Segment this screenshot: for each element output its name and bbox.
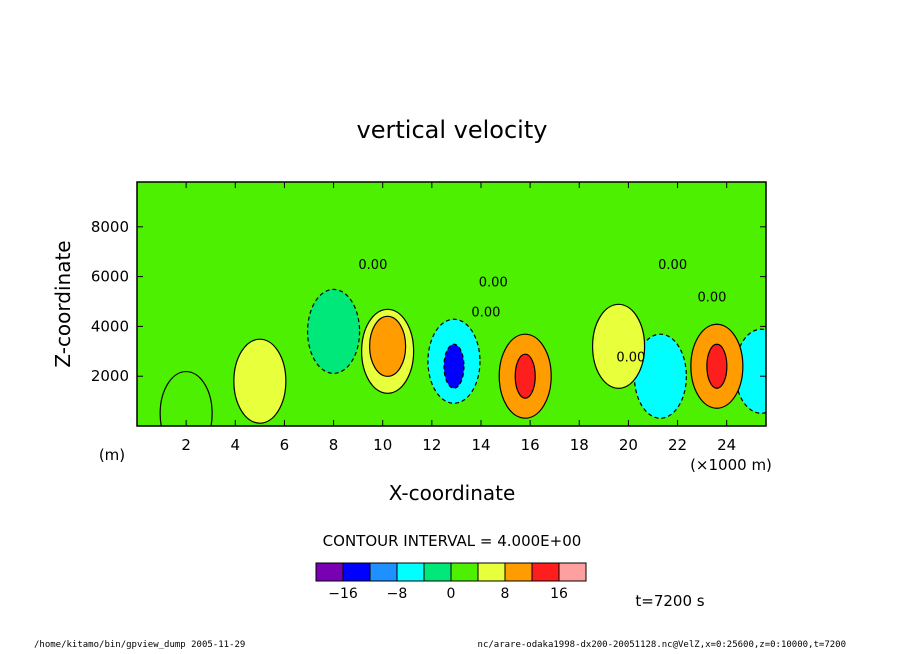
x-tick-label: 4 xyxy=(231,436,241,454)
y-tick-label: 2000 xyxy=(91,367,129,385)
x-tick-label: 22 xyxy=(668,436,687,454)
y-tick-label: 8000 xyxy=(91,218,129,236)
x-tick-label: 20 xyxy=(619,436,638,454)
colorbar-tick-label: −8 xyxy=(387,586,408,602)
contour-cell xyxy=(591,303,646,389)
contour-cells: 0.00 0.00 0.00 0.00 0.00 0.00 xyxy=(137,182,766,426)
colorbar-swatch xyxy=(504,562,533,582)
x-multiplier-label: (×1000 m) xyxy=(690,456,772,474)
colorbar-swatch xyxy=(342,562,371,582)
colorbar-swatch xyxy=(315,562,344,582)
contour-label: 0.00 xyxy=(479,276,508,291)
colorbar-labels: −16 −8 0 8 16 xyxy=(328,586,568,602)
contour-cell xyxy=(159,370,213,426)
y-axis-label: Z-coordinate xyxy=(51,240,75,367)
contour-label: 0.00 xyxy=(616,350,645,365)
contour-plot-area: 0.00 0.00 0.00 0.00 0.00 0.00 xyxy=(137,182,766,426)
colorbar-swatch xyxy=(450,562,479,582)
x-tick-label: 14 xyxy=(471,436,490,454)
colorbar-swatch xyxy=(477,562,506,582)
contour-label: 0.00 xyxy=(697,291,726,306)
colorbar-swatch xyxy=(396,562,425,582)
x-tick-label: 16 xyxy=(521,436,540,454)
chart-title: vertical velocity xyxy=(357,116,548,144)
contour-cell xyxy=(443,343,465,389)
contour-interval-text: CONTOUR INTERVAL = 4.000E+00 xyxy=(323,532,582,550)
colorbar-tick-label: −16 xyxy=(328,586,358,602)
y-tick-label: 4000 xyxy=(91,317,129,335)
x-axis-label: X-coordinate xyxy=(389,481,516,505)
colorbar-tick-label: 16 xyxy=(550,586,568,602)
contour-label: 0.00 xyxy=(658,258,687,273)
x-axis-ticks: 2 4 6 8 10 12 14 16 18 20 22 24 xyxy=(181,182,736,454)
colorbar-tick-label: 8 xyxy=(501,586,510,602)
colorbar xyxy=(315,562,587,582)
colorbar-swatch xyxy=(558,562,587,582)
contour-cell xyxy=(514,353,536,399)
colorbar-swatch xyxy=(369,562,398,582)
x-tick-label: 8 xyxy=(329,436,339,454)
time-label: t=7200 s xyxy=(635,592,704,610)
x-tick-label: 24 xyxy=(717,436,736,454)
y-tick-label: 6000 xyxy=(91,268,129,286)
x-unit-label: (m) xyxy=(99,446,125,464)
contour-cell xyxy=(233,338,287,424)
colorbar-swatch xyxy=(531,562,560,582)
contour-cell xyxy=(306,288,361,374)
x-tick-label: 2 xyxy=(181,436,191,454)
x-tick-label: 18 xyxy=(570,436,589,454)
contour-label: 0.00 xyxy=(358,258,387,273)
contour-cell xyxy=(706,343,728,389)
colorbar-swatch xyxy=(423,562,452,582)
contour-cell xyxy=(369,315,407,377)
x-tick-label: 6 xyxy=(280,436,290,454)
x-tick-label: 12 xyxy=(422,436,441,454)
plot-frame xyxy=(136,181,767,427)
contour-label: 0.00 xyxy=(471,305,500,320)
x-tick-label: 10 xyxy=(373,436,392,454)
footer-right: nc/arare-odaka1998-dx200-20051128.nc@Vel… xyxy=(477,640,846,650)
y-axis-ticks: 2000 4000 6000 8000 xyxy=(91,218,766,385)
footer-left: /home/kitamo/bin/gpview_dump 2005-11-29 xyxy=(34,640,246,650)
colorbar-tick-label: 0 xyxy=(447,586,456,602)
